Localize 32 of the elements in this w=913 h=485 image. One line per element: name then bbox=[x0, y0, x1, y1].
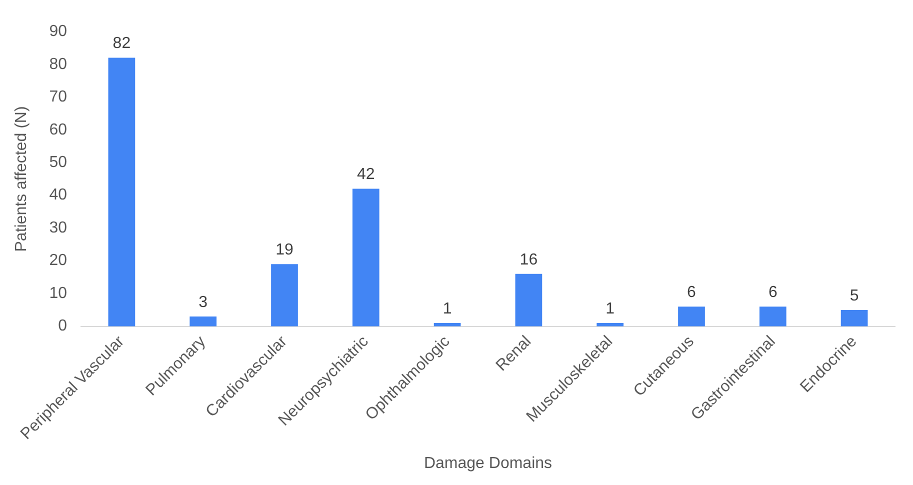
bar bbox=[352, 188, 380, 326]
y-tick-label: 30 bbox=[49, 219, 68, 236]
bar bbox=[515, 274, 542, 326]
bar bbox=[596, 323, 624, 326]
bar bbox=[678, 306, 705, 326]
data-label: 6 bbox=[768, 284, 778, 302]
data-label: 6 bbox=[687, 284, 696, 302]
data-label: 16 bbox=[520, 251, 538, 268]
y-tick-label: 70 bbox=[49, 88, 68, 106]
y-tick-label: 90 bbox=[49, 23, 68, 40]
x-axis-title: Damage Domains bbox=[424, 454, 552, 472]
data-label: 3 bbox=[198, 294, 208, 311]
data-label: 42 bbox=[357, 166, 375, 184]
y-tick-label: 0 bbox=[58, 318, 68, 335]
data-label: 19 bbox=[276, 242, 294, 259]
bar bbox=[840, 310, 868, 326]
bar bbox=[190, 316, 217, 326]
bar bbox=[108, 58, 136, 326]
y-axis-title: Patients affected (N) bbox=[13, 106, 30, 252]
data-label: 1 bbox=[606, 300, 615, 318]
y-tick-label: 20 bbox=[49, 252, 68, 270]
y-tick-label: 60 bbox=[49, 121, 68, 138]
y-tick-label: 10 bbox=[49, 284, 68, 302]
data-label: 5 bbox=[850, 287, 859, 304]
y-tick-label: 50 bbox=[49, 154, 68, 171]
y-tick-label: 80 bbox=[49, 56, 68, 73]
y-tick-label: 40 bbox=[49, 186, 68, 204]
bar bbox=[759, 306, 786, 326]
data-label: 82 bbox=[112, 35, 131, 52]
bar bbox=[434, 323, 461, 326]
data-label: 1 bbox=[442, 300, 452, 318]
bar bbox=[271, 264, 298, 326]
